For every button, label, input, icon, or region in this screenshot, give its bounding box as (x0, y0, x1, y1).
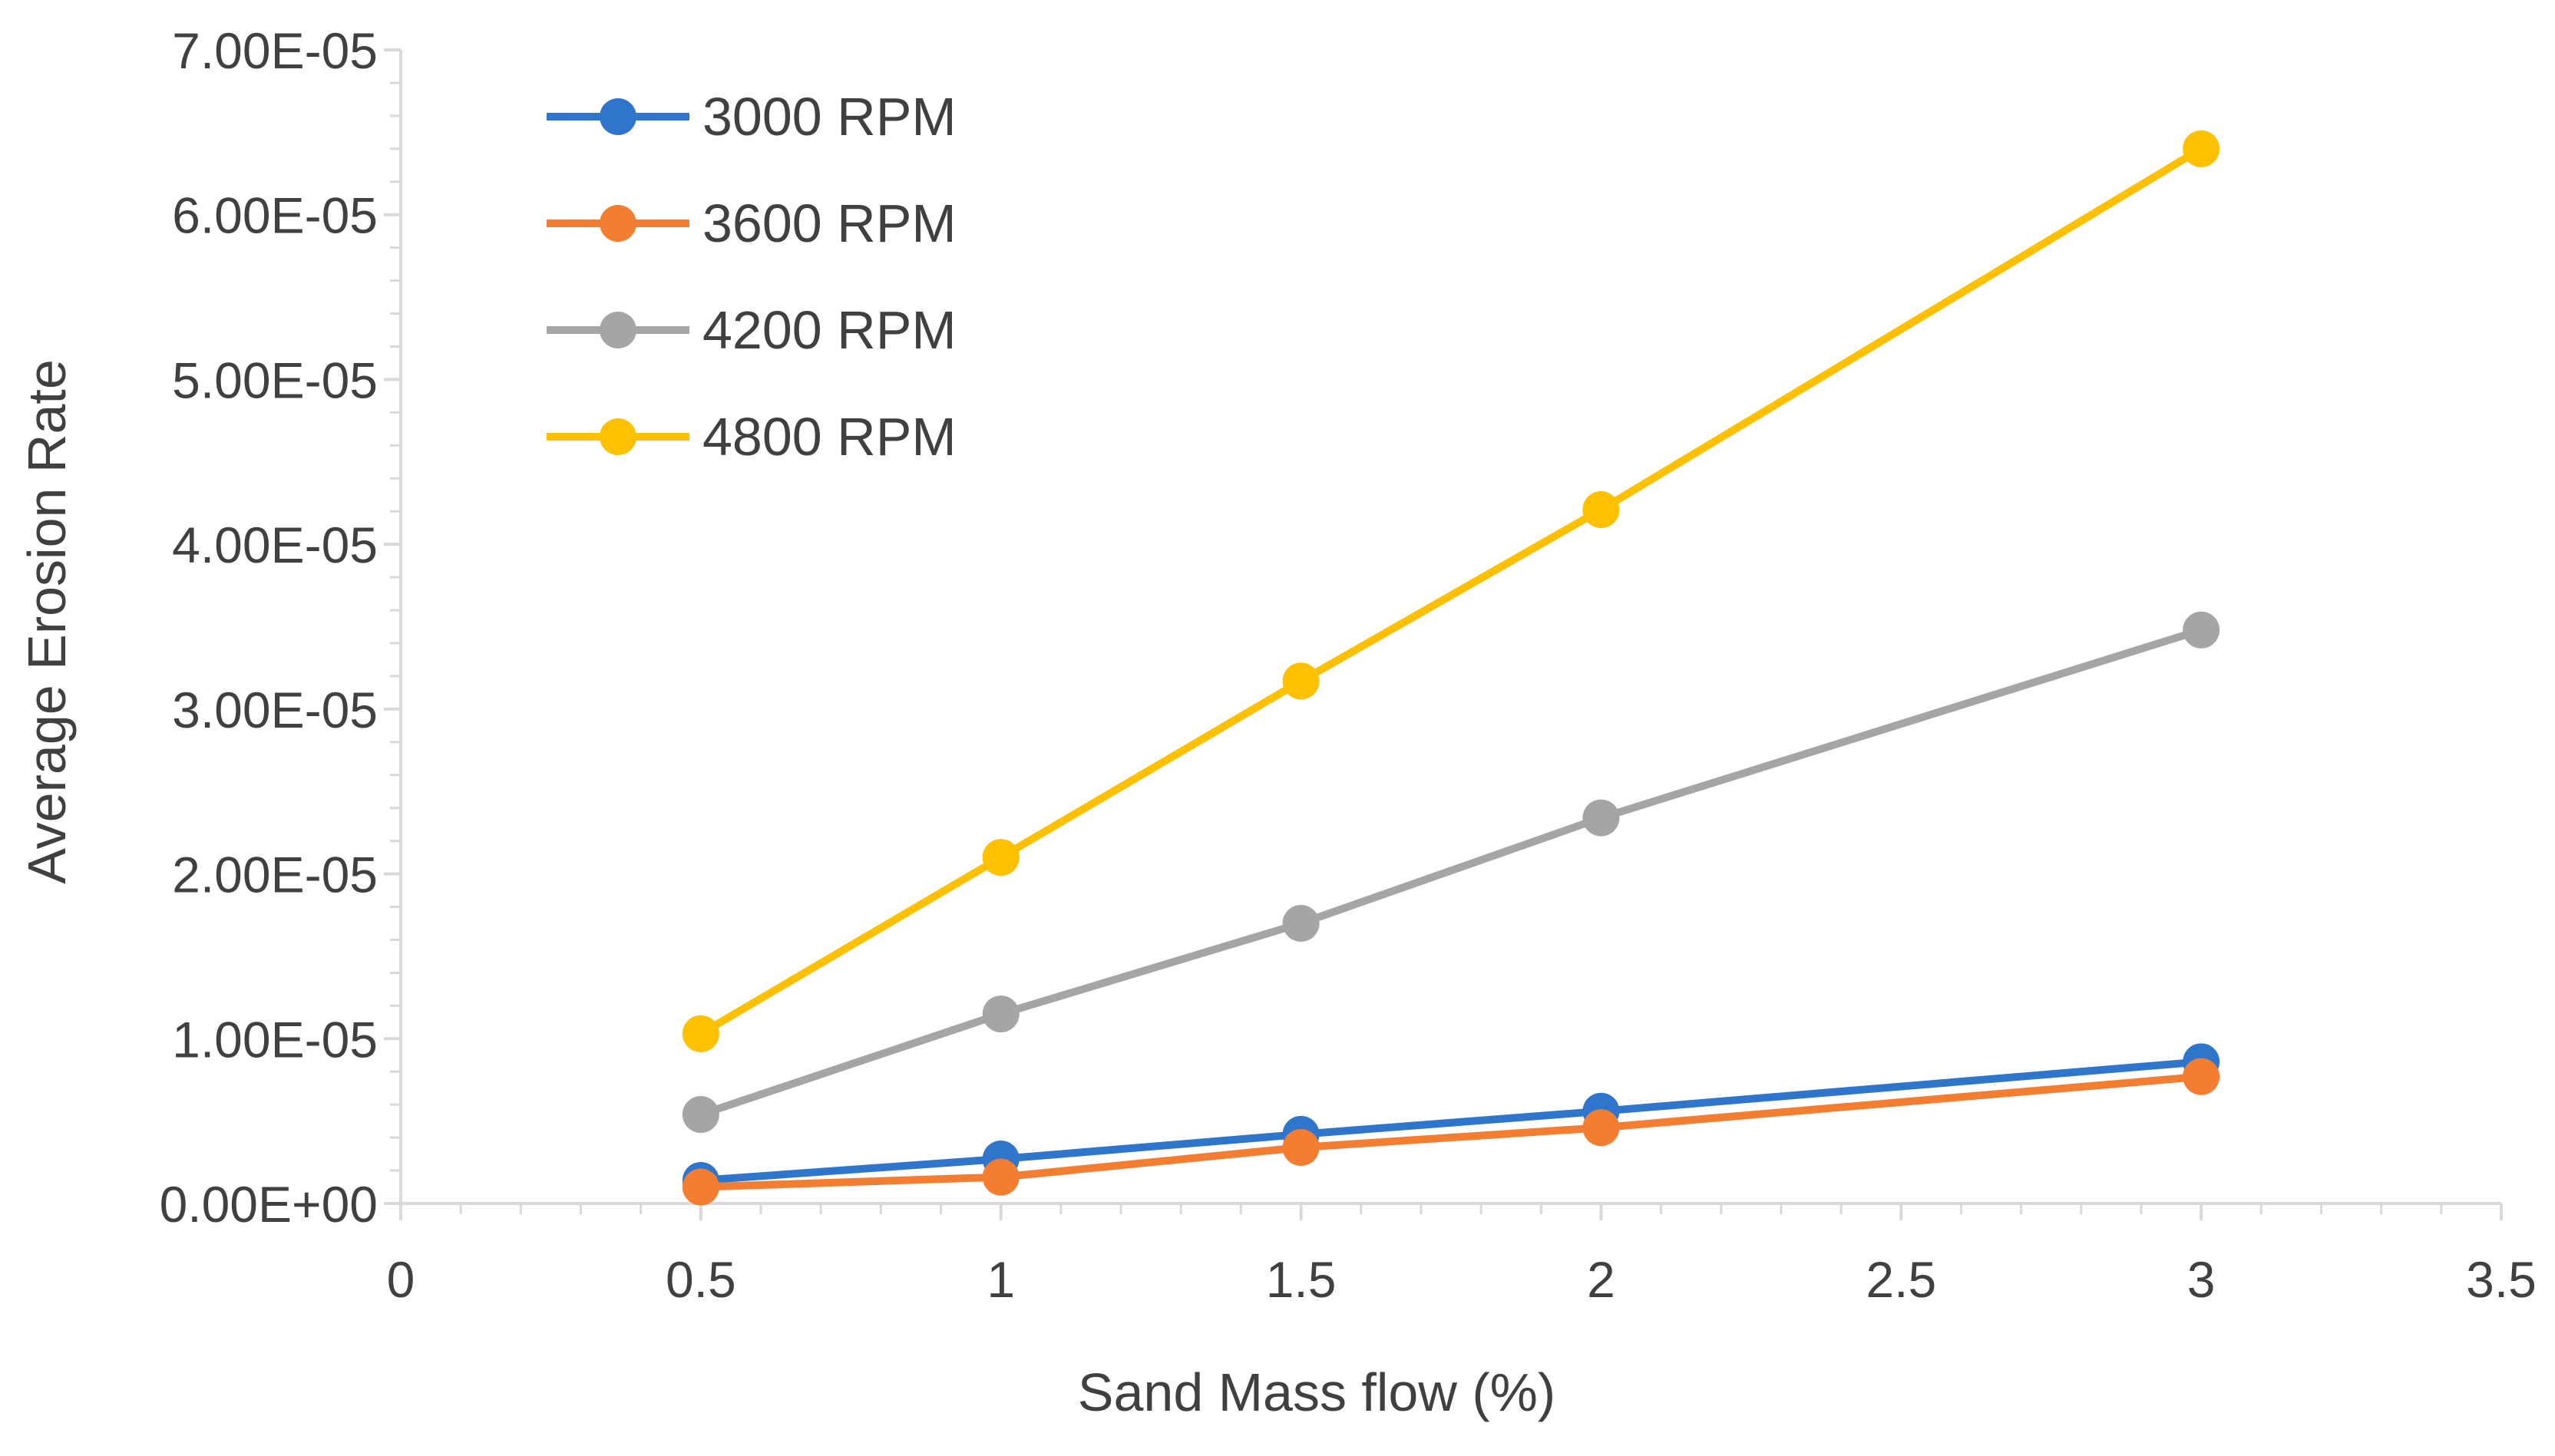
x-tick-label: 2 (1587, 1251, 1615, 1308)
data-point-4800-rpm (2183, 130, 2220, 167)
data-point-4800-rpm (982, 839, 1020, 877)
data-point-4200-rpm (2183, 611, 2220, 649)
series-line-3600-rpm (700, 1072, 2202, 1191)
data-point-4200-rpm (682, 1096, 719, 1134)
legend-label-4800-rpm: 4800 RPM (702, 407, 957, 467)
y-tick-label: 1.00E-05 (172, 1011, 378, 1068)
data-point-3600-rpm (2183, 1058, 2220, 1095)
legend-marker-3600-rpm (600, 205, 636, 242)
x-tick-label: 0 (387, 1251, 415, 1308)
y-tick-label: 0.00E+00 (160, 1176, 378, 1233)
series-layer (682, 130, 2220, 1206)
legend: 3000 RPM 3600 RPM 4200 RPM 4800 RPM (547, 87, 957, 467)
series-line-4800-rpm (699, 145, 2203, 1038)
y-tick-label: 2.00E-05 (172, 847, 378, 903)
data-point-4200-rpm (1582, 799, 1620, 837)
legend-marker-4800-rpm (600, 418, 636, 455)
data-point-3600-rpm (682, 1168, 719, 1206)
legend-marker-4200-rpm (600, 312, 636, 348)
x-tick-label: 1 (987, 1251, 1015, 1308)
y-tick-label: 5.00E-05 (172, 352, 378, 408)
y-tick-label: 3.00E-05 (172, 682, 378, 738)
y-axis-title: Average Erosion Rate (17, 359, 77, 884)
y-tick-label: 7.00E-05 (172, 22, 378, 79)
data-point-3600-rpm (1282, 1128, 1320, 1166)
y-tick-label: 4.00E-05 (172, 517, 378, 573)
data-point-3600-rpm (1582, 1109, 1620, 1147)
x-axis-title: Sand Mass flow (%) (1078, 1362, 1555, 1422)
data-point-4800-rpm (1282, 662, 1320, 700)
series-line-4200-rpm (699, 626, 2203, 1118)
legend-label-4200-rpm: 4200 RPM (702, 300, 957, 360)
data-point-3600-rpm (982, 1158, 1020, 1196)
data-point-4800-rpm (682, 1015, 719, 1052)
x-tick-label: 3 (2187, 1251, 2216, 1308)
x-tick-label: 0.5 (666, 1251, 736, 1308)
data-point-4200-rpm (982, 995, 1020, 1033)
series-line-3000-rpm (700, 1058, 2202, 1184)
data-point-4800-rpm (1582, 491, 1620, 529)
data-point-4200-rpm (1282, 904, 1320, 942)
legend-label-3000-rpm: 3000 RPM (702, 87, 957, 147)
legend-label-3600-rpm: 3600 RPM (702, 193, 957, 253)
x-tick-label: 2.5 (1866, 1251, 1936, 1308)
legend-marker-3000-rpm (600, 98, 636, 135)
x-tick-label: 3.5 (2466, 1251, 2537, 1308)
x-tick-label: 1.5 (1266, 1251, 1337, 1308)
y-tick-label: 6.00E-05 (172, 187, 378, 244)
axes: 0.00E+00 1.00E-05 2.00E-05 3.00E-05 4.00E-05… (160, 22, 2537, 1308)
